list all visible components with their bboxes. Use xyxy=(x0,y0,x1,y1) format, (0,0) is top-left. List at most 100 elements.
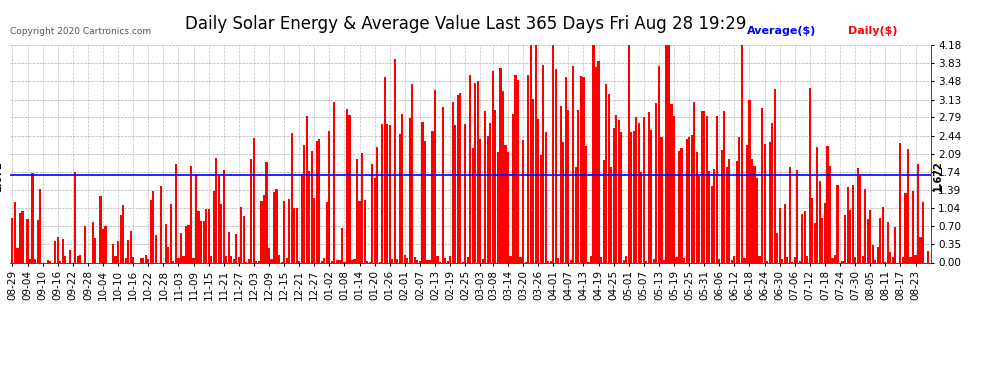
Bar xyxy=(175,164,177,262)
Bar xyxy=(308,171,310,262)
Bar xyxy=(167,247,169,262)
Bar xyxy=(582,78,584,262)
Bar xyxy=(102,229,104,262)
Bar xyxy=(554,69,556,262)
Bar xyxy=(854,258,856,262)
Bar xyxy=(915,255,917,262)
Bar xyxy=(154,235,156,262)
Bar xyxy=(844,215,846,262)
Bar xyxy=(784,204,786,262)
Bar xyxy=(132,257,135,262)
Bar xyxy=(655,104,657,262)
Bar xyxy=(575,168,577,262)
Bar xyxy=(562,142,564,262)
Bar xyxy=(37,220,39,262)
Bar xyxy=(159,186,162,262)
Bar xyxy=(14,202,16,262)
Bar xyxy=(711,186,713,262)
Bar xyxy=(143,258,145,262)
Bar xyxy=(592,45,595,262)
Bar xyxy=(827,146,829,262)
Bar xyxy=(814,224,816,262)
Bar xyxy=(552,45,554,262)
Bar xyxy=(241,207,243,262)
Bar xyxy=(358,201,360,262)
Bar xyxy=(817,147,819,262)
Bar xyxy=(59,261,61,262)
Bar xyxy=(532,99,535,262)
Bar xyxy=(127,240,130,262)
Bar xyxy=(218,176,220,262)
Bar xyxy=(907,150,909,262)
Bar xyxy=(771,123,773,262)
Bar xyxy=(647,112,649,262)
Bar xyxy=(252,138,255,262)
Bar xyxy=(215,158,217,262)
Bar xyxy=(766,261,768,262)
Bar xyxy=(376,147,378,262)
Bar xyxy=(386,124,388,262)
Bar xyxy=(753,166,755,262)
Bar xyxy=(497,152,499,262)
Bar xyxy=(877,247,879,262)
Bar xyxy=(636,117,638,262)
Bar xyxy=(449,256,451,262)
Bar xyxy=(846,187,848,262)
Bar xyxy=(243,216,245,262)
Bar xyxy=(373,178,376,262)
Bar xyxy=(288,199,290,262)
Bar xyxy=(348,115,350,262)
Text: Daily($): Daily($) xyxy=(847,26,897,36)
Bar xyxy=(652,259,655,262)
Bar xyxy=(301,174,303,262)
Bar xyxy=(285,258,288,262)
Bar xyxy=(236,234,238,262)
Bar xyxy=(456,95,458,262)
Bar xyxy=(804,211,806,262)
Bar xyxy=(829,166,831,262)
Bar xyxy=(331,261,333,262)
Bar xyxy=(633,130,635,262)
Bar xyxy=(208,209,210,262)
Bar xyxy=(745,145,748,262)
Bar xyxy=(670,104,672,262)
Bar xyxy=(482,259,484,262)
Text: 1.672: 1.672 xyxy=(0,160,3,191)
Bar xyxy=(882,207,884,262)
Bar xyxy=(515,75,517,262)
Bar xyxy=(861,256,863,262)
Bar xyxy=(27,219,29,262)
Bar xyxy=(713,169,716,262)
Bar xyxy=(673,117,675,262)
Bar xyxy=(608,94,610,262)
Bar xyxy=(696,152,698,262)
Bar xyxy=(650,130,652,262)
Bar xyxy=(902,257,904,262)
Bar xyxy=(164,224,167,262)
Bar xyxy=(140,258,142,262)
Bar xyxy=(822,218,824,262)
Bar xyxy=(273,192,275,262)
Bar xyxy=(92,222,94,262)
Bar xyxy=(474,83,476,262)
Bar xyxy=(786,257,788,262)
Bar xyxy=(776,233,778,262)
Bar xyxy=(192,258,195,262)
Bar xyxy=(698,177,700,262)
Bar xyxy=(293,207,295,262)
Bar xyxy=(665,45,667,262)
Bar xyxy=(64,256,66,262)
Bar xyxy=(439,261,442,262)
Bar xyxy=(567,110,569,262)
Bar xyxy=(894,227,897,262)
Bar xyxy=(643,117,644,262)
Bar xyxy=(680,148,683,262)
Bar xyxy=(391,258,393,262)
Bar xyxy=(927,251,930,262)
Bar xyxy=(371,164,373,262)
Bar xyxy=(353,260,355,262)
Bar xyxy=(849,210,851,262)
Bar xyxy=(336,260,338,262)
Bar xyxy=(434,90,437,262)
Bar xyxy=(437,256,439,262)
